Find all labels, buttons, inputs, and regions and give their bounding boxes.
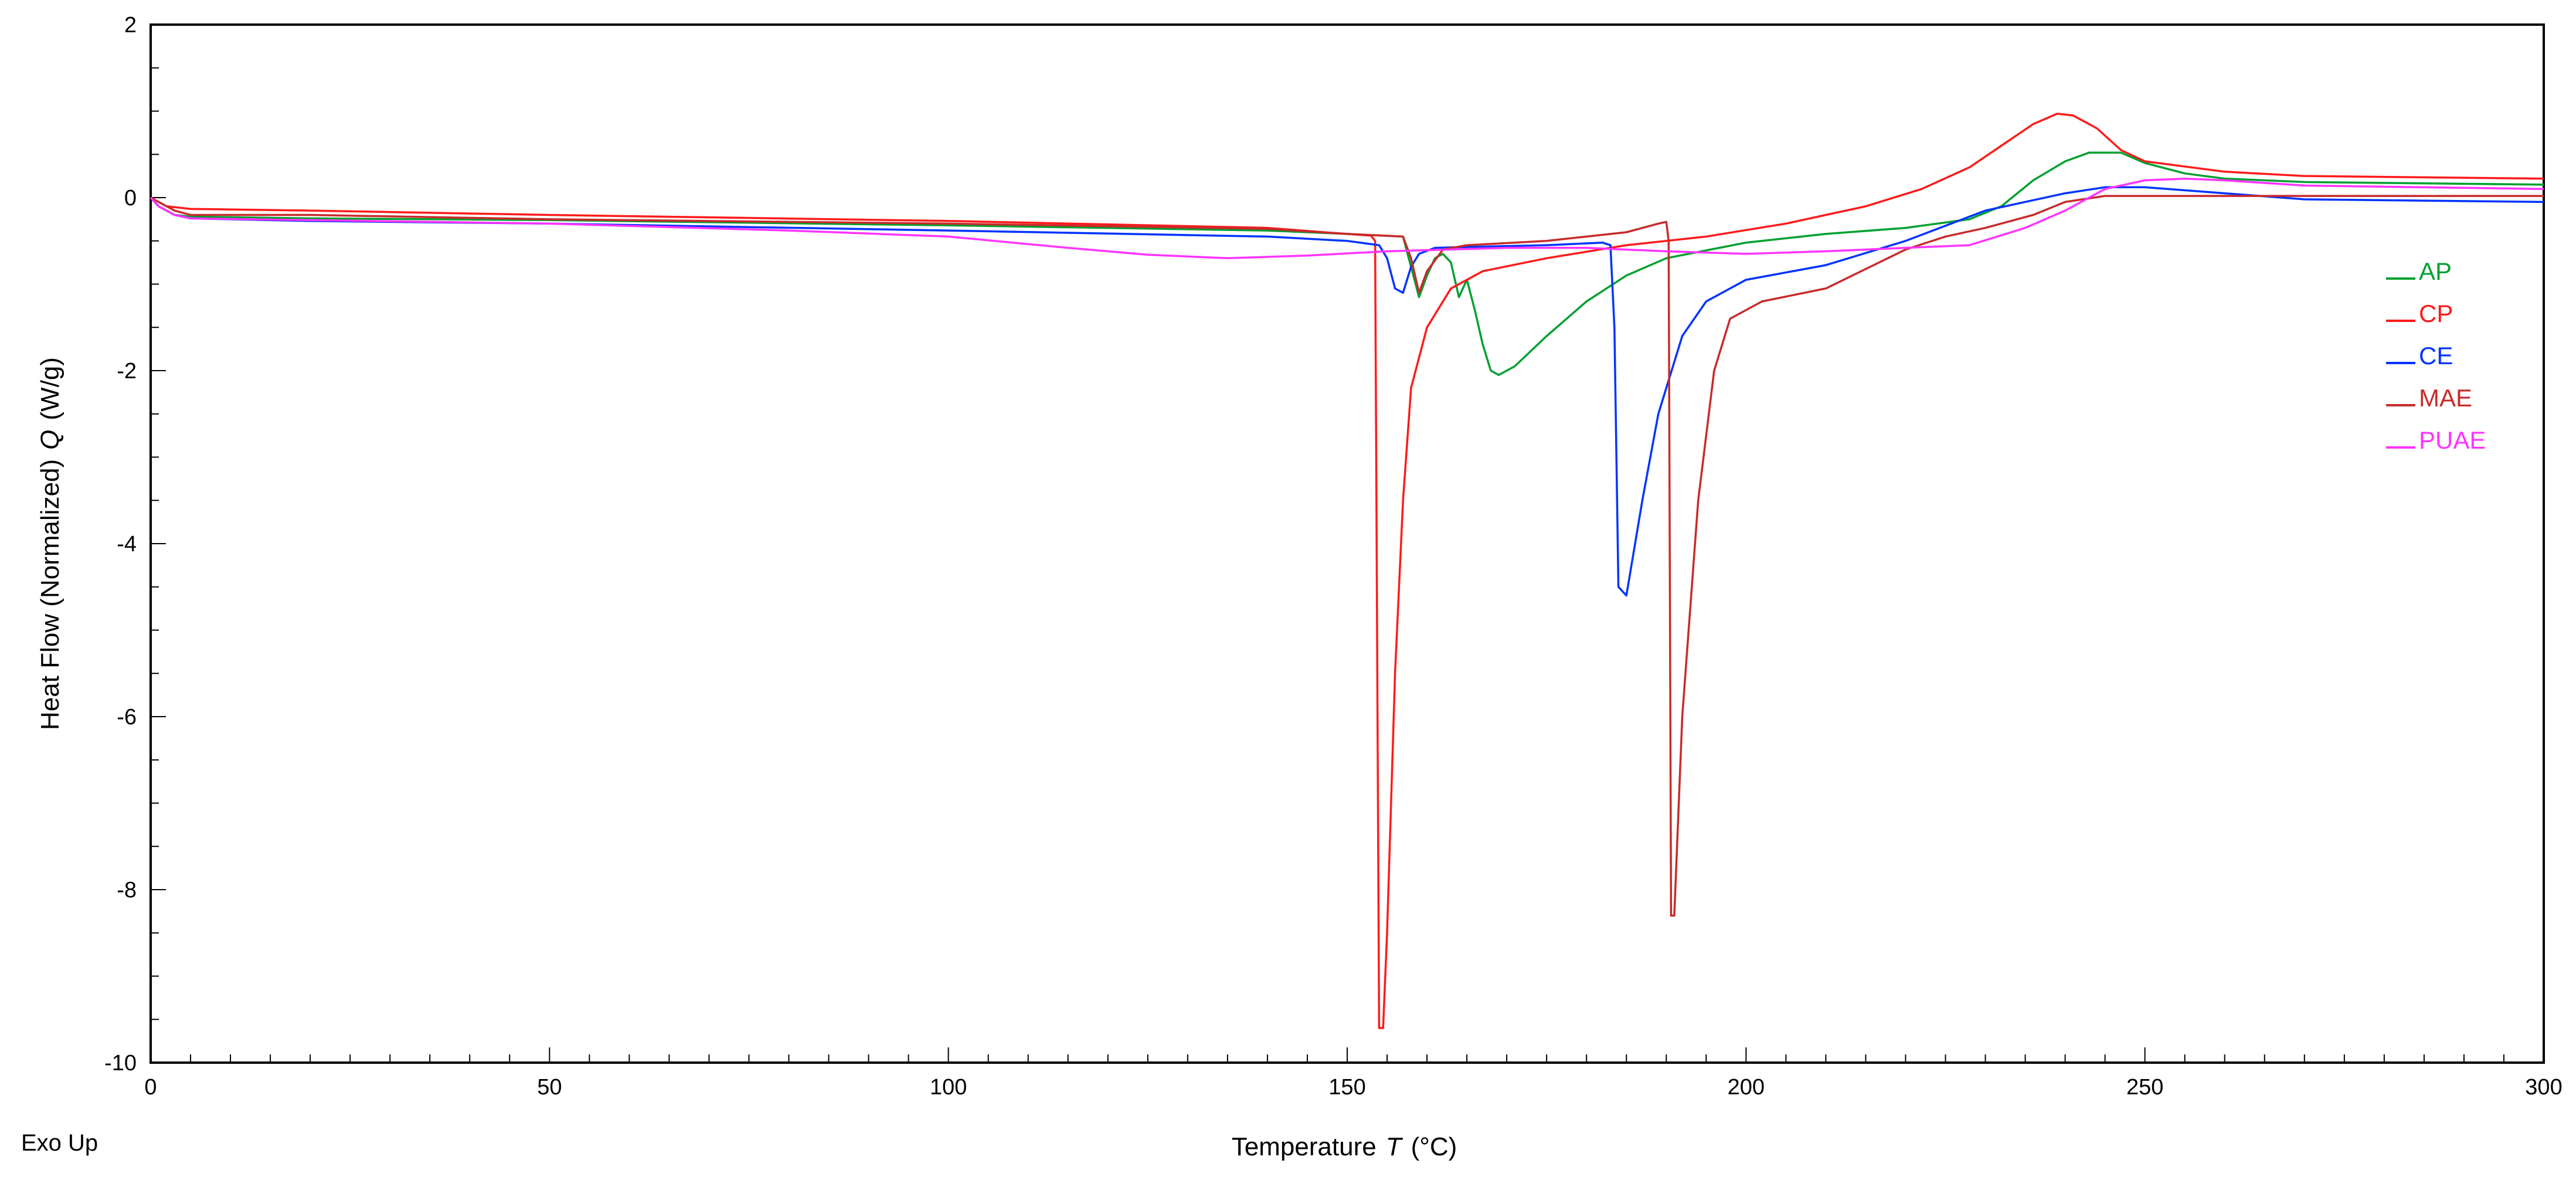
series-line-mae bbox=[150, 195, 2544, 917]
x-tick-label: 200 bbox=[1728, 1075, 1765, 1100]
y-tick-label: -6 bbox=[117, 705, 137, 730]
y-axis-title-main: Heat Flow (Normalized) bbox=[36, 459, 64, 730]
x-tick-label: 50 bbox=[537, 1075, 562, 1100]
series-line-ap bbox=[149, 151, 2544, 376]
x-axis-title: Temperature T (°C) bbox=[1232, 1132, 1457, 1161]
series-line-puae bbox=[149, 177, 2544, 260]
y-axis-title-symbol: Q bbox=[36, 430, 64, 450]
legend-label-ap: AP bbox=[2419, 257, 2452, 285]
y-tick-label: -10 bbox=[104, 1051, 137, 1076]
x-tick-label: 150 bbox=[1328, 1075, 1365, 1100]
x-tick-label: 100 bbox=[930, 1075, 967, 1100]
y-tick-label: -4 bbox=[117, 532, 137, 557]
legend-label-mae: MAE bbox=[2419, 384, 2472, 412]
x-tick-label: 0 bbox=[144, 1075, 157, 1100]
y-tick-label: 2 bbox=[124, 13, 137, 38]
axis-ticks: 0 50 100 150 200 250 300 2 0 -2 -4 -6 -8 -10 bbox=[104, 13, 2563, 1100]
series-lines bbox=[149, 113, 2544, 1029]
x-axis-title-unit: (°C) bbox=[1411, 1132, 1457, 1161]
plot-area bbox=[149, 23, 2545, 1064]
legend-label-cp: CP bbox=[2419, 300, 2453, 327]
series-line-cp bbox=[150, 113, 2544, 1029]
y-tick-label: 0 bbox=[124, 186, 137, 211]
x-tick-label: 300 bbox=[2525, 1075, 2562, 1100]
y-axis-title: Heat Flow (Normalized) Q (W/g) bbox=[36, 357, 64, 730]
legend-label-puae: PUAE bbox=[2419, 426, 2486, 454]
x-axis-title-main: Temperature bbox=[1232, 1132, 1377, 1161]
y-axis-title-unit: (W/g) bbox=[36, 357, 64, 420]
y-tick-label: -8 bbox=[117, 878, 137, 903]
legend: AP CP CE MAE PUAE bbox=[2386, 257, 2486, 454]
legend-label-ce: CE bbox=[2419, 342, 2453, 369]
series-line-ce bbox=[149, 186, 2544, 597]
y-tick-label: -2 bbox=[117, 359, 137, 384]
exo-up-note: Exo Up bbox=[21, 1130, 98, 1156]
x-axis-title-symbol: T bbox=[1386, 1132, 1403, 1161]
x-tick-label: 250 bbox=[2126, 1075, 2163, 1100]
